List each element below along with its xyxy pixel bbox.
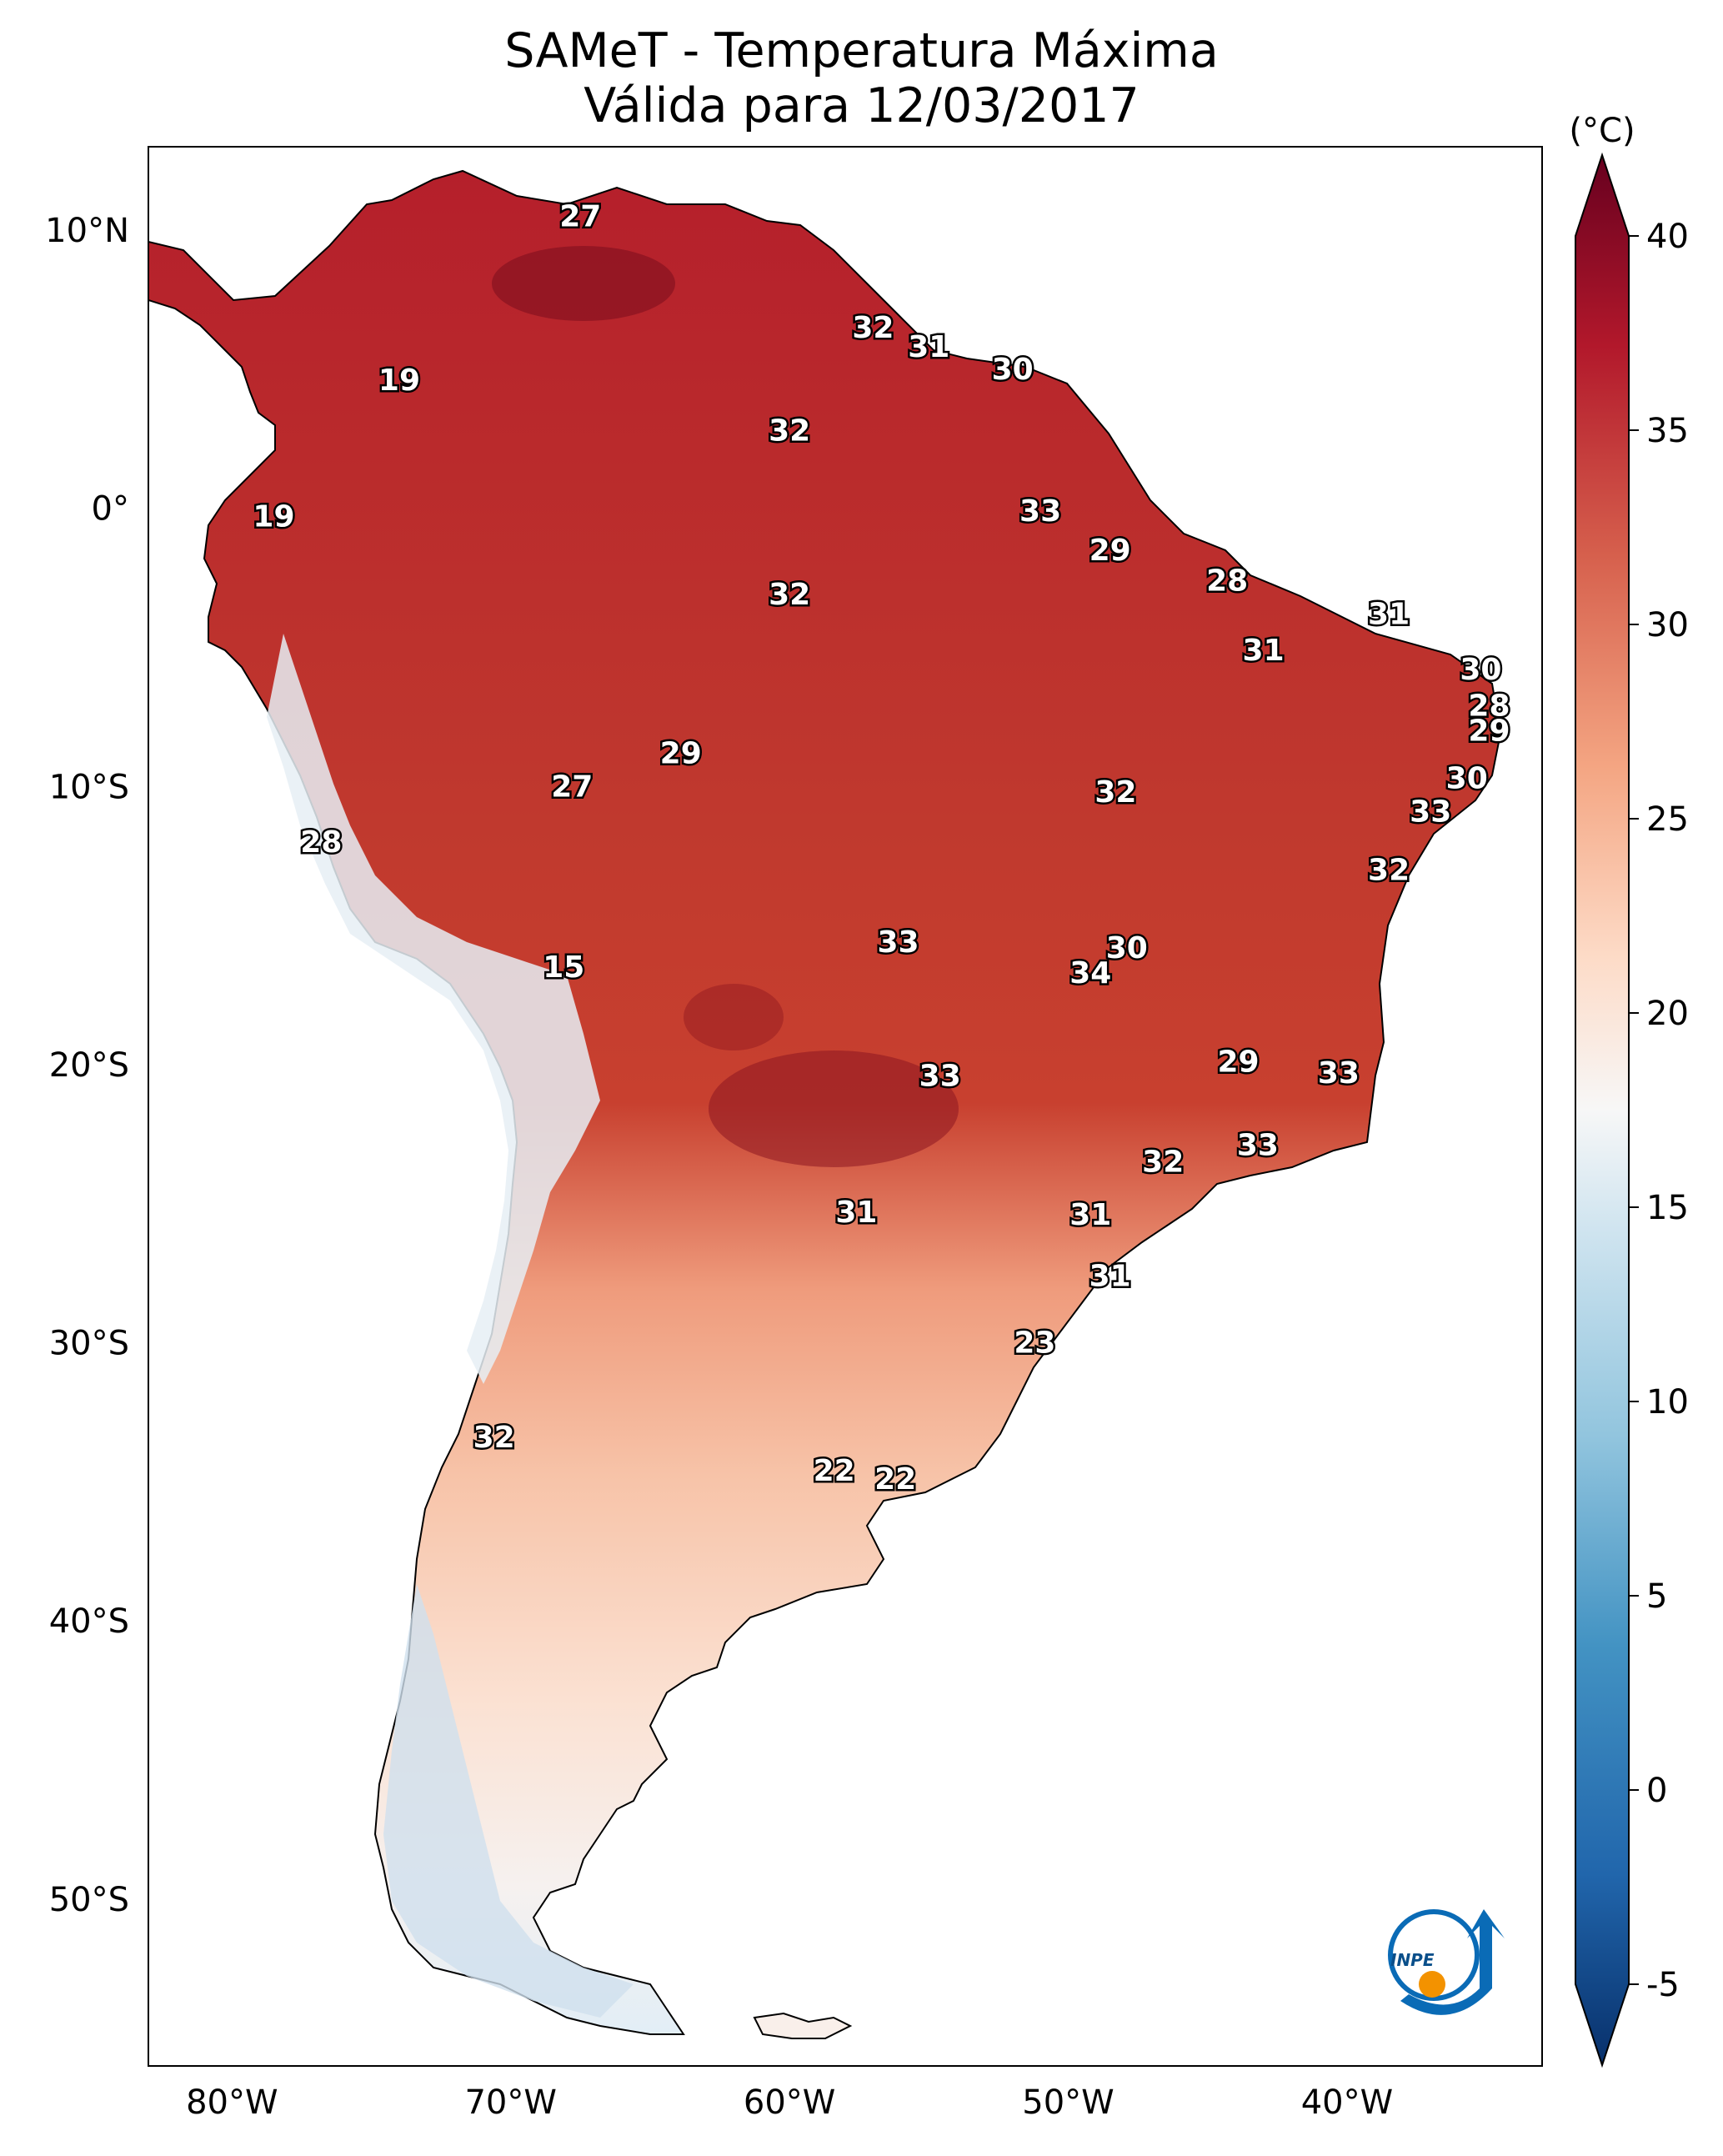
map-title-line1: SAMeT - Temperatura Máxima xyxy=(504,23,1219,78)
map-frame xyxy=(148,146,1543,2067)
temperature-label: 33 xyxy=(1410,795,1451,829)
temperature-label: 23 xyxy=(1014,1326,1055,1361)
temperature-label: 28 xyxy=(300,825,342,860)
lon-tick-label: 40°W xyxy=(1301,2083,1393,2122)
lat-tick-label: 10°N xyxy=(45,212,129,250)
temperature-label: 30 xyxy=(1446,761,1488,795)
temperature-label: 27 xyxy=(559,199,601,233)
temperature-label: 32 xyxy=(473,1421,515,1455)
colorbar-tick-label: 40 xyxy=(1646,218,1689,256)
inpe-logo-dot-icon xyxy=(1419,1971,1445,1998)
temperature-label: 30 xyxy=(1460,653,1501,687)
temperature-label: 30 xyxy=(1106,931,1148,965)
temperature-label: 31 xyxy=(1089,1260,1131,1294)
map-title-line2: Válida para 12/03/2017 xyxy=(584,78,1139,133)
temperature-label: 29 xyxy=(1468,714,1510,749)
colorbar-tick-label: 35 xyxy=(1646,412,1689,450)
temperature-label: 31 xyxy=(1243,634,1285,668)
colorbar-unit: (°C) xyxy=(1569,112,1635,150)
temperature-label: 33 xyxy=(1019,494,1061,529)
lon-tick-label: 70°W xyxy=(464,2083,556,2122)
lon-tick-label: 50°W xyxy=(1022,2083,1114,2122)
colorbar-body xyxy=(1575,152,1630,2068)
colorbar: 40 35 30 25 20 15 10 5 0 -5 (°C) xyxy=(1569,112,1689,2068)
andes-cool-band xyxy=(267,634,600,1384)
temperature-label: 29 xyxy=(1217,1045,1259,1080)
lat-tick-label: 30°S xyxy=(49,1325,129,1363)
colorbar-tick-label: 30 xyxy=(1646,606,1689,644)
temperature-label: 29 xyxy=(1089,534,1131,568)
temperature-label: 28 xyxy=(1468,689,1510,724)
temperature-label: 27 xyxy=(551,770,593,804)
hot-core-bolivia xyxy=(684,984,784,1050)
temperature-label: 32 xyxy=(1094,775,1136,810)
temperature-label: 15 xyxy=(543,950,584,985)
temperature-label: 33 xyxy=(919,1059,961,1093)
temperature-label: 31 xyxy=(1069,1198,1111,1232)
lat-tick-label: 50°S xyxy=(49,1881,129,1919)
hot-core-chaco xyxy=(709,1050,959,1167)
map-content xyxy=(148,169,1502,2039)
colorbar-tick-label: 20 xyxy=(1646,995,1689,1033)
lat-tick-label: 20°S xyxy=(49,1046,129,1085)
temperature-label: 22 xyxy=(814,1454,855,1488)
temperature-label: 28 xyxy=(1206,564,1248,598)
temperature-label: 31 xyxy=(1368,597,1410,631)
inpe-logo: INPE xyxy=(1388,1909,1505,2015)
temperature-label: 32 xyxy=(1142,1146,1184,1180)
longitude-axis: 80°W 70°W 60°W 50°W 40°W xyxy=(186,2083,1393,2122)
inpe-logo-ring xyxy=(1388,1909,1480,2001)
temperature-label: 32 xyxy=(1368,853,1410,887)
lat-tick-label: 0° xyxy=(92,490,129,529)
temperature-label: 31 xyxy=(835,1196,877,1230)
inpe-logo-text: INPE xyxy=(1390,1950,1435,1970)
colorbar-tick-label: 25 xyxy=(1646,800,1689,839)
lat-tick-label: 40°S xyxy=(49,1602,129,1641)
colorbar-tick-label: -5 xyxy=(1646,1966,1680,2004)
colorbar-tick-label: 15 xyxy=(1646,1189,1689,1227)
temperature-label: 34 xyxy=(1069,956,1111,990)
hot-core-venezuela xyxy=(492,246,675,321)
colorbar-tick-label: 10 xyxy=(1646,1383,1689,1421)
temperature-label: 29 xyxy=(660,736,702,770)
colorbar-ticks: 40 35 30 25 20 15 10 5 0 -5 xyxy=(1629,218,1689,2004)
temperature-label: 31 xyxy=(908,330,949,364)
temperature-label: 33 xyxy=(1318,1056,1360,1091)
inpe-logo-arrow-icon xyxy=(1400,1909,1505,2015)
temperature-label: 33 xyxy=(1237,1129,1279,1163)
colorbar-tick-label: 0 xyxy=(1646,1772,1667,1810)
temperature-label: 33 xyxy=(877,925,919,960)
temperature-label: 19 xyxy=(378,364,420,398)
temperature-label: 32 xyxy=(852,311,894,345)
patagonia-cool-band xyxy=(383,1584,634,2018)
temperature-label: 32 xyxy=(769,578,810,612)
temperature-label: 22 xyxy=(874,1462,916,1497)
lat-tick-label: 10°S xyxy=(49,768,129,806)
temperature-label: 19 xyxy=(253,500,294,534)
lon-tick-label: 60°W xyxy=(744,2083,835,2122)
colorbar-tick-label: 5 xyxy=(1646,1577,1667,1616)
temperature-label: 30 xyxy=(992,353,1034,387)
latitude-axis: 10°N 0° 10°S 20°S 30°S 40°S 50°S xyxy=(45,212,129,1919)
temperature-label: 32 xyxy=(769,414,810,448)
falkland-islands xyxy=(753,2012,853,2039)
lon-tick-label: 80°W xyxy=(186,2083,278,2122)
